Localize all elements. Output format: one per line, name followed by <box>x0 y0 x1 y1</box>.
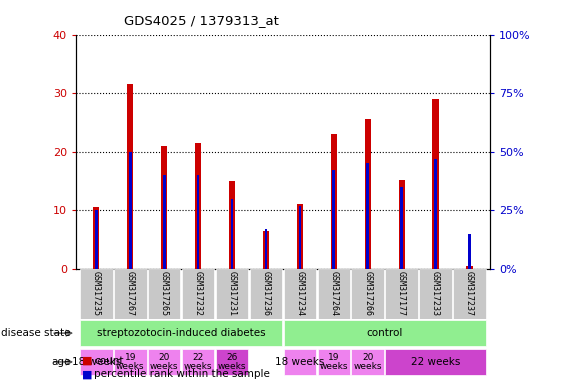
Text: GSM317265: GSM317265 <box>160 271 169 316</box>
Text: ■: ■ <box>82 356 96 366</box>
Bar <box>351 349 384 375</box>
Text: 20
weeks: 20 weeks <box>354 353 382 371</box>
Text: 22 weeks: 22 weeks <box>411 357 460 367</box>
Text: 19
weeks: 19 weeks <box>320 353 348 371</box>
Bar <box>265 229 267 269</box>
Bar <box>114 349 146 375</box>
Bar <box>367 164 369 269</box>
Text: GSM317267: GSM317267 <box>126 271 135 316</box>
Text: 19
weeks: 19 weeks <box>116 353 145 371</box>
Text: GDS4025 / 1379313_at: GDS4025 / 1379313_at <box>124 14 279 27</box>
Bar <box>263 231 269 269</box>
Text: age: age <box>51 357 70 367</box>
Text: GSM317231: GSM317231 <box>227 271 236 316</box>
Text: GSM317232: GSM317232 <box>194 271 203 316</box>
Text: GSM317264: GSM317264 <box>329 271 338 316</box>
Text: GSM317266: GSM317266 <box>363 271 372 316</box>
Bar <box>351 269 384 319</box>
Text: percentile rank within the sample: percentile rank within the sample <box>94 369 270 379</box>
Text: 18 weeks: 18 weeks <box>72 357 121 367</box>
Bar <box>284 269 316 319</box>
Bar <box>385 269 418 319</box>
Bar <box>127 84 133 269</box>
Text: count: count <box>94 356 123 366</box>
Bar <box>95 210 98 269</box>
Bar <box>80 320 282 346</box>
Bar <box>332 170 335 269</box>
Bar <box>129 152 132 269</box>
Bar <box>284 320 486 346</box>
Bar <box>453 269 486 319</box>
Text: GSM317237: GSM317237 <box>465 271 474 316</box>
Text: ■: ■ <box>82 369 96 379</box>
Bar <box>284 349 316 375</box>
Bar <box>182 269 215 319</box>
Bar <box>318 349 350 375</box>
Text: GSM317234: GSM317234 <box>296 271 305 316</box>
Bar <box>231 199 234 269</box>
Text: GSM317235: GSM317235 <box>92 271 101 316</box>
Bar <box>330 134 337 269</box>
Bar <box>434 159 437 269</box>
Bar <box>148 349 181 375</box>
Bar <box>419 269 452 319</box>
Text: GSM317233: GSM317233 <box>431 271 440 316</box>
Bar <box>229 181 235 269</box>
Bar <box>365 119 371 269</box>
Bar <box>216 269 248 319</box>
Bar <box>216 349 248 375</box>
Text: GSM317177: GSM317177 <box>397 271 406 316</box>
Bar <box>93 207 100 269</box>
Bar <box>432 99 439 269</box>
Bar <box>468 233 471 269</box>
Text: 20
weeks: 20 weeks <box>150 353 178 371</box>
Text: disease state: disease state <box>1 328 70 338</box>
Text: 26
weeks: 26 weeks <box>218 353 246 371</box>
Bar <box>196 175 199 269</box>
Bar <box>148 269 181 319</box>
Bar <box>114 269 146 319</box>
Bar <box>400 187 403 269</box>
Bar <box>385 349 486 375</box>
Bar <box>249 269 282 319</box>
Bar <box>80 349 113 375</box>
Text: 22
weeks: 22 weeks <box>184 353 212 371</box>
Bar <box>195 143 201 269</box>
Text: GSM317236: GSM317236 <box>261 271 270 316</box>
Bar <box>161 146 167 269</box>
Bar <box>298 205 301 269</box>
Bar <box>182 349 215 375</box>
Text: 18 weeks: 18 weeks <box>275 357 324 367</box>
Bar <box>297 204 303 269</box>
Bar <box>399 180 405 269</box>
Bar <box>80 269 113 319</box>
Bar <box>466 266 472 269</box>
Text: control: control <box>367 328 403 338</box>
Text: streptozotocin-induced diabetes: streptozotocin-induced diabetes <box>97 328 266 338</box>
Bar <box>163 175 166 269</box>
Bar <box>318 269 350 319</box>
